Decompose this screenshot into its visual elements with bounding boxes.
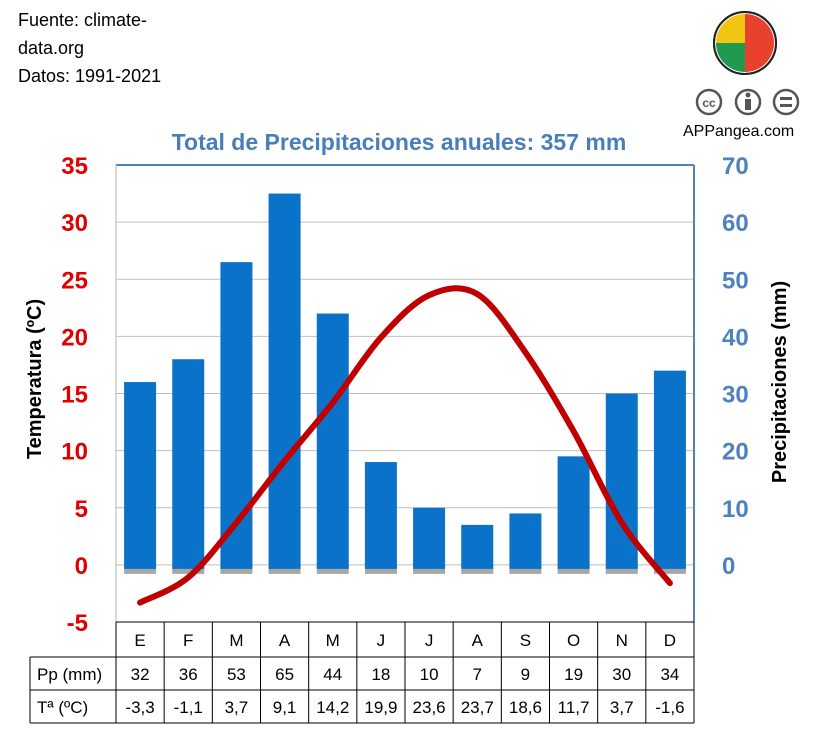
precip-bar [220, 262, 253, 569]
left-tick-label: 0 [75, 553, 88, 580]
right-tick-label: 50 [722, 267, 749, 294]
precip-bar [461, 524, 494, 569]
table-cell: -1,6 [655, 698, 684, 717]
left-tick-label: 5 [75, 496, 88, 523]
right-axis-ticks: 70 60 50 40 30 20 10 0 [722, 153, 749, 580]
license-icons: cc [695, 88, 800, 116]
table-cell: 32 [131, 665, 150, 684]
nd-icon [772, 88, 800, 116]
brand-name: APPangea.com [683, 123, 795, 140]
table-cell: 19 [564, 665, 583, 684]
table-cell: -1,1 [174, 698, 203, 717]
precip-bar [509, 513, 542, 569]
x-tick-label: N [616, 631, 628, 650]
right-tick-label: 0 [722, 553, 735, 580]
precip-bar [557, 456, 590, 569]
table-cell: 23,6 [413, 698, 446, 717]
source-info: Fuente: climate- data.org Datos: 1991-20… [18, 6, 161, 90]
table-row-label: Pp (mm) [37, 665, 102, 684]
right-tick-label: 60 [722, 210, 749, 237]
right-tick-label: 20 [722, 439, 749, 466]
right-tick-label: 10 [722, 496, 749, 523]
plot-frame [115, 164, 695, 622]
precip-bar [268, 193, 301, 569]
table-cell: 3,7 [610, 698, 634, 717]
table-cell: -3,3 [125, 698, 154, 717]
table-cell: 18 [371, 665, 390, 684]
table-cell: 19,9 [364, 698, 397, 717]
x-tick-label: J [425, 631, 434, 650]
table-cell: 3,7 [225, 698, 249, 717]
right-tick-label: 30 [722, 382, 749, 409]
left-axis-ticks: 35 30 25 20 15 10 5 0 -5 [61, 153, 88, 637]
table-cell: 34 [660, 665, 679, 684]
source-line-1: Fuente: climate- [18, 10, 148, 30]
precip-bar [124, 382, 157, 569]
table-cell: 44 [323, 665, 342, 684]
x-tick-label: A [279, 631, 291, 650]
x-tick-label: O [567, 631, 580, 650]
left-tick-label: -5 [67, 610, 88, 637]
table-cell: 53 [227, 665, 246, 684]
left-tick-label: 35 [61, 153, 88, 180]
right-axis-label: Precipitaciones (mm) [769, 281, 791, 483]
table-cell: 10 [420, 665, 439, 684]
cc-icon: cc [695, 88, 723, 116]
appangea-puzzle-logo-icon [713, 11, 777, 75]
precip-bar [172, 359, 205, 569]
precip-bar [316, 313, 349, 569]
source-line-3: Datos: 1991-2021 [18, 66, 162, 86]
table-cell: 14,2 [316, 698, 349, 717]
table-cell: 9 [521, 665, 530, 684]
by-icon [734, 88, 762, 116]
x-tick-label: M [326, 631, 340, 650]
table-cell: 65 [275, 665, 294, 684]
left-axis-label: Temperatura (ºC) [24, 299, 46, 459]
x-tick-label: F [183, 631, 193, 650]
precip-bar [653, 370, 686, 569]
table-cell: 23,7 [461, 698, 494, 717]
table-cell: 9,1 [273, 698, 297, 717]
precipitation-bars [124, 193, 686, 574]
x-tick-label: E [134, 631, 145, 650]
left-tick-label: 10 [61, 439, 88, 466]
left-tick-label: 20 [61, 324, 88, 351]
x-tick-label: M [229, 631, 243, 650]
table-row-label: Tª (ºC) [37, 698, 88, 717]
right-tick-label: 40 [722, 324, 749, 351]
temperature-series-line [137, 285, 673, 606]
table-cell: 36 [179, 665, 198, 684]
precip-bar [413, 507, 446, 569]
table-cell: 11,7 [558, 698, 590, 717]
left-tick-label: 25 [61, 267, 88, 294]
source-line-2: data.org [18, 38, 85, 58]
right-tick-label: 70 [722, 153, 749, 180]
x-tick-label: A [472, 631, 484, 650]
table-cell: 18,6 [509, 698, 542, 717]
table-cell: 30 [612, 665, 631, 684]
precip-bar [364, 462, 397, 569]
temperature-line [137, 285, 673, 606]
data-table: E F M A M J J A S O N D Pp (mm) 32 36 53 65 44 18 10 7 9 19 30 3… [29, 621, 695, 724]
chart-title: Total de Precipitaciones anuales: 357 mm [172, 129, 627, 155]
left-tick-label: 30 [61, 210, 88, 237]
left-tick-label: 15 [61, 382, 88, 409]
table-cell: 7 [473, 665, 482, 684]
x-tick-label: J [377, 631, 386, 650]
x-tick-label: S [520, 631, 531, 650]
svg-text:cc: cc [702, 96, 716, 110]
x-tick-label: D [664, 631, 676, 650]
